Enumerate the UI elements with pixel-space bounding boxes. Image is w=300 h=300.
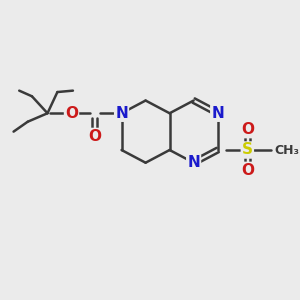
Text: N: N <box>115 106 128 121</box>
Text: N: N <box>211 106 224 121</box>
Text: O: O <box>65 106 78 121</box>
Text: O: O <box>241 163 254 178</box>
Text: N: N <box>187 155 200 170</box>
Text: O: O <box>241 122 254 137</box>
Text: O: O <box>88 129 101 144</box>
Text: S: S <box>242 142 253 158</box>
Text: CH₃: CH₃ <box>274 143 299 157</box>
